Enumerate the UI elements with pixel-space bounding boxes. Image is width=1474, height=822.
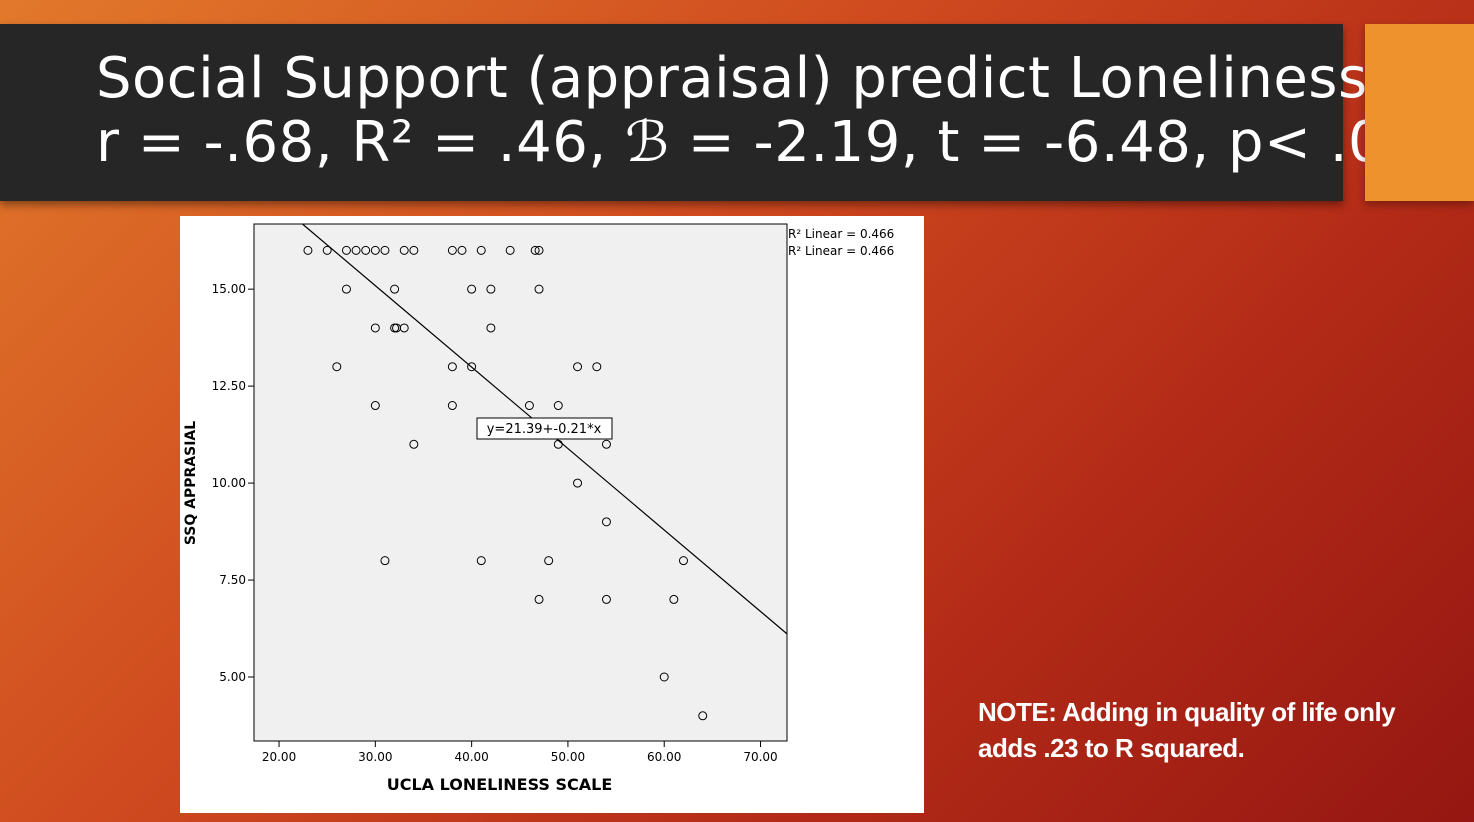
point <box>669 594 679 604</box>
legend-text: R² Linear = 0.466 <box>788 244 894 258</box>
point <box>341 284 351 294</box>
fit-label-box <box>476 417 613 440</box>
x-tick-label: 60.00 <box>647 750 681 764</box>
point <box>380 245 390 255</box>
point <box>524 401 534 411</box>
slide-title: Social Support (appraisal) predict Lonel… <box>96 46 1386 111</box>
y-axis-title: SSQ APPRASIAL <box>183 421 199 545</box>
point <box>486 323 496 333</box>
y-tick-label: 15.00 <box>212 282 246 296</box>
y-tick-label: 5.00 <box>219 670 246 684</box>
point <box>303 245 313 255</box>
point <box>399 245 409 255</box>
point <box>399 323 409 333</box>
point <box>322 245 332 255</box>
y-tick-label: 12.50 <box>212 379 246 393</box>
point <box>573 478 583 488</box>
point <box>390 284 400 294</box>
y-tick-label: 10.00 <box>212 476 246 490</box>
point <box>332 362 342 372</box>
fit-label: y=21.39+-0.21*x <box>487 422 602 437</box>
legend-text: R² Linear = 0.466 <box>788 227 894 241</box>
point <box>370 401 380 411</box>
chart: 20.00 30.00 40.00 50.00 60.00 70.00 5.00 7.50 10… <box>183 223 894 794</box>
accent-block <box>1365 24 1474 201</box>
point <box>370 323 380 333</box>
point <box>457 245 467 255</box>
slide-title: r = -.68, R² = .46, ℬ = -2.19, t = -6.48… <box>96 110 1457 175</box>
point <box>534 245 544 255</box>
point <box>534 594 544 604</box>
point <box>659 672 669 682</box>
point <box>409 245 419 255</box>
point <box>505 245 515 255</box>
point <box>698 711 708 721</box>
point <box>530 245 540 255</box>
point <box>361 245 371 255</box>
point <box>467 284 477 294</box>
point <box>380 556 390 566</box>
y-tick-label: 7.50 <box>219 573 246 587</box>
point <box>409 439 419 449</box>
x-tick-label: 50.00 <box>551 750 585 764</box>
x-tick-label: 20.00 <box>262 750 296 764</box>
note: NOTE: Adding in quality of life only add… <box>978 697 1396 763</box>
point <box>351 245 361 255</box>
point <box>486 284 496 294</box>
x-tick-label: 70.00 <box>743 750 777 764</box>
chart-panel: 20.00 30.00 40.00 50.00 60.00 70.00 5.00 7.50 10… <box>180 216 924 813</box>
point <box>476 245 486 255</box>
point <box>447 245 457 255</box>
point <box>678 556 688 566</box>
plot-area <box>253 223 788 742</box>
x-axis-title: UCLA LONELINESS SCALE <box>387 775 613 794</box>
point <box>370 245 380 255</box>
point <box>447 362 457 372</box>
point <box>467 362 477 372</box>
point <box>534 284 544 294</box>
point <box>476 556 486 566</box>
point <box>341 245 351 255</box>
point <box>544 556 554 566</box>
point <box>553 401 563 411</box>
point <box>447 401 457 411</box>
point <box>601 439 611 449</box>
point <box>601 517 611 527</box>
point <box>592 362 602 372</box>
title-bar: Social Support (appraisal) predict Lonel… <box>0 24 1456 201</box>
x-tick-label: 30.00 <box>358 750 392 764</box>
point <box>601 594 611 604</box>
point <box>573 362 583 372</box>
x-tick-label: 40.00 <box>454 750 488 764</box>
